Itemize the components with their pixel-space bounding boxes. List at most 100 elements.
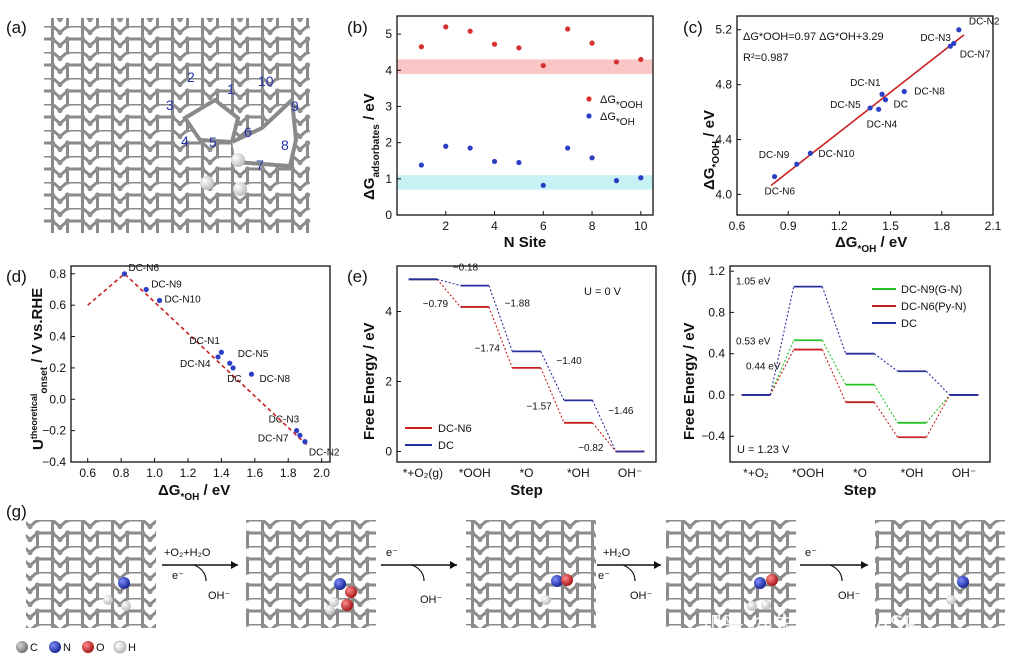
- atom-number: 7: [256, 157, 264, 173]
- reaction-arrow-1: +O₂+H₂O e⁻ OH⁻: [162, 547, 238, 602]
- y-tick-label: 4.4: [715, 133, 732, 147]
- reaction-arrow-2: e⁻ OH⁻: [381, 547, 457, 606]
- data-point: [227, 360, 233, 366]
- hydrogen-atom: [329, 597, 339, 607]
- hydrogen-atom: [325, 605, 335, 615]
- data-point: [215, 354, 221, 360]
- structure-1: [26, 520, 156, 628]
- step-energy-label: −0.82: [578, 443, 604, 454]
- x-tick-label: 0.9: [780, 219, 797, 233]
- volcano-line: [87, 272, 309, 447]
- point-label: DC-N9: [151, 280, 182, 291]
- y-tick-label: −0.4: [42, 455, 66, 469]
- x-tick-label: 4: [491, 219, 498, 233]
- energy-step-connector: [592, 400, 617, 452]
- data-point: [876, 106, 882, 112]
- legend-nitrogen: N: [63, 642, 71, 654]
- point-label: DC-N1: [850, 78, 881, 89]
- data-point: [418, 44, 424, 50]
- structure-3: [466, 520, 596, 628]
- barrier-label: 0.44 eV: [746, 362, 781, 373]
- defect-pentagon: [182, 97, 241, 145]
- arrow-2-electron: e⁻: [386, 547, 398, 559]
- y-tick-label: 2: [385, 375, 392, 389]
- structure-2: [246, 520, 376, 628]
- energy-step-connector: [540, 351, 565, 401]
- x-tick-label: 0.8: [113, 466, 130, 480]
- energy-step-connector: [925, 394, 951, 438]
- energy-step-connector: [540, 367, 565, 424]
- x-category-label: *OH: [567, 466, 590, 480]
- arrow-1-electron: e⁻: [172, 570, 184, 582]
- energy-step-connector: [437, 278, 461, 287]
- point-label: DC-N5: [238, 349, 269, 360]
- x-axis-label: N Site: [504, 234, 547, 251]
- hydrogen-atom: [121, 601, 131, 611]
- y-tick-label: 0.4: [708, 347, 725, 361]
- x-category-label: OH⁻: [618, 466, 642, 480]
- x-tick-label: 2: [442, 219, 449, 233]
- chart-e: 0 2 4 *+O₂(g) *OOH *O *OH OH⁻ −0.79 −1.74 −1.57 −0.…: [361, 262, 657, 499]
- x-category-label: *OH: [901, 466, 924, 480]
- y-axis-label: ΔG*OOH / eV: [701, 110, 722, 190]
- x-tick-label: 1.8: [280, 466, 297, 480]
- arrow-3-electron: e⁻: [598, 570, 610, 582]
- data-point: [879, 91, 885, 97]
- data-point: [121, 271, 128, 277]
- x-category-label: *+O₂: [743, 466, 769, 480]
- x-axis-label: Step: [844, 482, 877, 499]
- data-point: [565, 145, 571, 151]
- data-point: [218, 349, 224, 355]
- x-tick-label: 10: [634, 219, 648, 233]
- point-label: DC-N4: [867, 119, 898, 130]
- data-point: [297, 432, 303, 438]
- legend-label: ΔG*OH: [600, 111, 635, 128]
- x-tick-label: 1.4: [213, 466, 230, 480]
- arrow-1-product: OH⁻: [208, 590, 231, 602]
- data-point: [467, 28, 473, 34]
- data-point: [901, 88, 907, 95]
- energy-step-connector: [873, 384, 899, 424]
- point-label: DC-N7: [258, 433, 289, 444]
- data-point: [143, 286, 149, 293]
- point-label: DC-N4: [180, 359, 211, 370]
- data-point: [516, 159, 522, 166]
- panel-label-c: (c): [683, 18, 703, 37]
- oxygen-atom: [345, 586, 357, 598]
- data-point: [248, 371, 255, 377]
- hydrogen-atom: [747, 601, 757, 611]
- point-label: DC-N8: [914, 86, 945, 97]
- x-tick-label: 1.0: [146, 466, 163, 480]
- y-tick-label: 4: [385, 63, 392, 77]
- energy-step-connector: [769, 286, 795, 396]
- point-label: DC-N10: [818, 149, 855, 160]
- data-point: [516, 45, 522, 51]
- fit-line: [770, 34, 965, 186]
- x-category-label: *O: [519, 466, 533, 480]
- energy-step-connector: [873, 401, 899, 438]
- oxygen-atom: [561, 574, 573, 586]
- energy-step-connector: [488, 306, 513, 369]
- step-energy-label: −1.40: [556, 356, 582, 367]
- step-energy-label: −1.74: [475, 343, 501, 354]
- legend-marker: [586, 113, 592, 119]
- y-tick-label: 0.8: [49, 267, 66, 281]
- data-point: [230, 365, 236, 371]
- defect-edge: [231, 95, 299, 169]
- atom-number: 5: [209, 134, 217, 150]
- data-point: [467, 145, 473, 151]
- condition-label: U = 0 V: [584, 286, 622, 298]
- energy-step-connector: [821, 340, 847, 385]
- y-tick-label: 4.8: [715, 78, 732, 92]
- arrow-3-reactants: +H₂O: [603, 547, 631, 559]
- point-label: DC-N1: [189, 336, 220, 347]
- x-tick-label: 8: [589, 219, 596, 233]
- x-category-label: *O: [853, 466, 867, 480]
- x-category-label: *+O₂(g): [403, 466, 443, 480]
- point-label: DC-N2: [309, 448, 340, 459]
- arrow-1-reactants: +O₂+H₂O: [164, 547, 211, 559]
- y-tick-label: 0.6: [49, 298, 66, 312]
- reaction-arrow-4: e⁻ OH⁻: [800, 547, 868, 602]
- y-tick-label: 5.2: [715, 23, 732, 37]
- panel-label-g: (g): [6, 502, 27, 521]
